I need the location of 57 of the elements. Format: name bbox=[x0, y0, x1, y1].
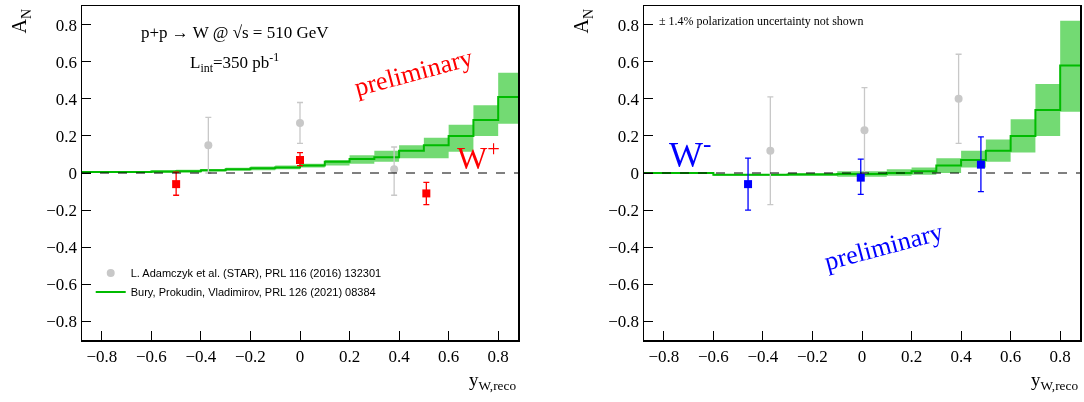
annotation: W$^{+}$ bbox=[457, 136, 500, 177]
y-tick-label: −0.2 bbox=[608, 201, 640, 221]
point bbox=[766, 146, 775, 155]
legend-label: Bury, Prokudin, Vladimirov, PRL 126 (2021) 08384 bbox=[130, 286, 376, 299]
point bbox=[172, 180, 181, 189]
x-tick-label: 0.6 bbox=[438, 346, 460, 366]
y-tick-label: 0.2 bbox=[55, 126, 78, 146]
x-axis-title: y$_{W,reco}$ bbox=[1031, 369, 1079, 393]
y-tick-label: −0.8 bbox=[608, 312, 640, 332]
point bbox=[204, 141, 213, 150]
x-axis-title: y$_{W,reco}$ bbox=[469, 369, 517, 393]
x-tick-label: −0.2 bbox=[797, 346, 828, 366]
point bbox=[422, 189, 431, 198]
x-tick-label: −0.8 bbox=[86, 346, 118, 366]
y-tick-label: −0.4 bbox=[608, 238, 640, 258]
y-tick-label: 0.8 bbox=[55, 15, 78, 35]
x-tick-label: −0.6 bbox=[135, 346, 167, 366]
y-tick-label: 0.8 bbox=[617, 15, 640, 35]
annotation: W$^{-}$ bbox=[669, 130, 712, 176]
y-tick-label: 0.6 bbox=[617, 52, 640, 72]
x-tick-label: 0.2 bbox=[338, 346, 361, 366]
y-tick-label: 0.2 bbox=[617, 126, 640, 146]
y-tick-label: −0.2 bbox=[46, 201, 78, 221]
x-tick-label: −0.2 bbox=[235, 346, 266, 366]
x-tick-label: 0.8 bbox=[1049, 346, 1071, 366]
x-tick-label: 0.6 bbox=[1000, 346, 1022, 366]
x-tick-label: 0.4 bbox=[950, 346, 973, 366]
x-tick-label: −0.4 bbox=[185, 346, 217, 366]
y-tick-label: −0.6 bbox=[608, 275, 640, 295]
x-tick-label: 0.8 bbox=[487, 346, 509, 366]
x-tick-label: 0 bbox=[857, 346, 867, 366]
point bbox=[954, 94, 963, 103]
y-tick-label: 0 bbox=[68, 163, 78, 183]
x-tick-label: −0.8 bbox=[648, 346, 680, 366]
x-tick-label: −0.6 bbox=[697, 346, 729, 366]
y-tick-label: 0 bbox=[630, 163, 640, 183]
x-tick-label: 0.4 bbox=[388, 346, 411, 366]
y-tick-label: 0.4 bbox=[617, 89, 640, 109]
y-tick-label: −0.8 bbox=[46, 312, 78, 332]
point bbox=[390, 165, 399, 174]
y-tick-label: 0.4 bbox=[55, 89, 78, 109]
y-tick-label: 0.6 bbox=[55, 52, 78, 72]
y-tick-label: −0.6 bbox=[46, 275, 78, 295]
x-tick-label: −0.4 bbox=[747, 346, 779, 366]
point bbox=[296, 118, 304, 127]
x-tick-label: 0.2 bbox=[900, 346, 923, 366]
point bbox=[860, 126, 869, 135]
point bbox=[744, 180, 753, 189]
x-tick-label: 0 bbox=[295, 346, 305, 366]
point bbox=[856, 173, 865, 182]
annotation: ± 1.4% polarization uncertainty not shown bbox=[659, 14, 864, 28]
legend-label: L. Adamczyk et al. (STAR), PRL 116 (2016) 132301 bbox=[130, 267, 382, 280]
annotation: L$_{int}$=350 pb$^{-1}$ bbox=[190, 50, 280, 75]
y-tick-label: −0.4 bbox=[46, 238, 78, 258]
point bbox=[296, 156, 304, 165]
annotation: p+p → W @ √s = 510 GeV bbox=[141, 23, 330, 42]
point bbox=[976, 160, 985, 169]
